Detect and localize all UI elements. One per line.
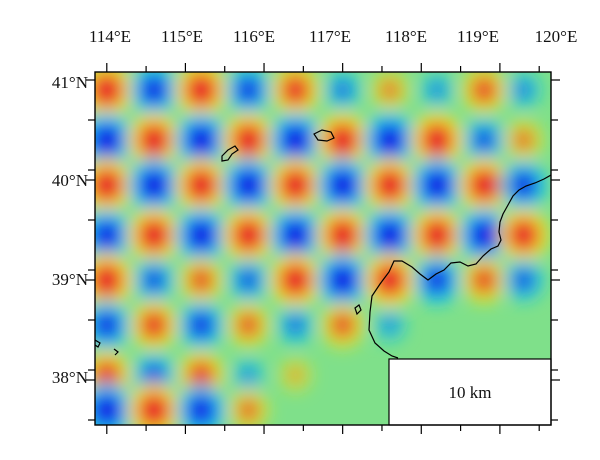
- positive-anomaly: [232, 123, 265, 157]
- negative-anomaly: [515, 80, 532, 100]
- scale-box: 10 km: [388, 358, 552, 426]
- negative-anomaly: [373, 123, 406, 157]
- negative-anomaly: [142, 267, 166, 293]
- lat-tick-label-2: 39°N: [52, 270, 88, 289]
- negative-anomaly: [95, 310, 121, 340]
- lon-tick-label-0: 114°E: [89, 27, 131, 46]
- positive-anomaly: [513, 129, 534, 151]
- island-jiaozhou: [354, 304, 362, 316]
- negative-anomaly: [429, 81, 445, 99]
- top-axis-labels: 114°E 115°E 116°E 117°E 118°E 119°E 120°…: [89, 27, 577, 46]
- positive-anomaly: [95, 360, 121, 390]
- negative-anomaly: [421, 168, 453, 202]
- negative-anomaly: [185, 218, 218, 252]
- positive-anomaly: [288, 367, 303, 383]
- positive-anomaly: [232, 218, 265, 252]
- negative-anomaly: [95, 219, 122, 251]
- negative-anomaly: [326, 263, 359, 297]
- positive-anomaly: [95, 168, 123, 202]
- left-axis-labels: 41°N 40°N 39°N 38°N: [52, 73, 88, 387]
- lon-tick-label-5: 119°E: [457, 27, 499, 46]
- positive-anomaly: [279, 168, 312, 202]
- map-frame: [94, 71, 552, 426]
- positive-anomaly: [95, 263, 123, 297]
- positive-anomaly: [188, 266, 214, 294]
- negative-anomaly: [279, 123, 312, 157]
- positive-anomaly: [236, 312, 260, 338]
- negative-anomaly: [468, 218, 501, 252]
- lon-tick-label-3: 117°E: [309, 27, 351, 46]
- scale-label: 10 km: [449, 383, 492, 402]
- negative-anomaly: [232, 168, 265, 202]
- positive-anomaly: [281, 74, 310, 106]
- positive-anomaly: [468, 168, 501, 202]
- positive-anomaly: [373, 168, 406, 202]
- negative-anomaly: [373, 218, 406, 252]
- river-outline-west: [221, 145, 239, 162]
- lon-tick-label-1: 115°E: [161, 27, 203, 46]
- positive-anomaly: [137, 218, 170, 252]
- frame-ticks: [86, 63, 560, 434]
- negative-anomaly: [185, 123, 218, 157]
- coast-fragment-left-2: [113, 348, 119, 356]
- negative-anomaly: [137, 168, 170, 202]
- negative-anomaly: [95, 393, 123, 425]
- negative-anomaly: [512, 267, 535, 293]
- negative-anomaly: [472, 127, 496, 153]
- negative-anomaly: [241, 366, 256, 384]
- positive-anomaly: [140, 310, 168, 340]
- lon-tick-label-6: 120°E: [535, 27, 578, 46]
- anomaly-blobs: [95, 72, 549, 425]
- positive-anomaly: [95, 73, 123, 107]
- negative-anomaly: [333, 79, 353, 101]
- positive-anomaly: [373, 263, 406, 297]
- positive-anomaly: [279, 263, 312, 297]
- positive-anomaly: [380, 79, 400, 101]
- negative-anomaly: [186, 394, 217, 425]
- negative-anomaly: [235, 75, 262, 105]
- negative-anomaly: [279, 218, 312, 252]
- negative-anomaly: [142, 362, 166, 388]
- positive-anomaly: [185, 73, 218, 107]
- positive-anomaly: [471, 76, 497, 104]
- positive-anomaly: [137, 393, 170, 425]
- positive-anomaly: [326, 123, 359, 157]
- negative-anomaly: [423, 265, 451, 295]
- coast-fragment-left: [95, 339, 101, 348]
- lake-outline-north: [313, 129, 335, 142]
- lat-tick-label-3: 38°N: [52, 368, 88, 387]
- positive-anomaly: [330, 311, 355, 339]
- coastlines: [95, 129, 551, 359]
- positive-anomaly: [508, 218, 539, 252]
- positive-anomaly: [421, 123, 453, 157]
- lat-tick-label-1: 40°N: [52, 171, 88, 190]
- negative-anomaly: [237, 267, 260, 293]
- positive-anomaly: [237, 398, 259, 422]
- negative-anomaly: [187, 310, 215, 340]
- negative-anomaly: [286, 314, 305, 336]
- positive-anomaly: [137, 123, 170, 157]
- positive-anomaly: [326, 218, 359, 252]
- positive-anomaly: [421, 218, 453, 252]
- negative-anomaly: [382, 316, 398, 334]
- negative-anomaly: [95, 123, 123, 157]
- lat-tick-label-0: 41°N: [52, 73, 88, 92]
- lon-tick-label-4: 118°E: [385, 27, 427, 46]
- negative-anomaly: [139, 74, 169, 106]
- negative-anomaly: [326, 168, 359, 202]
- positive-anomaly: [471, 266, 497, 294]
- coastline-bohai: [368, 174, 551, 359]
- positive-anomaly: [185, 168, 218, 202]
- positive-anomaly: [187, 360, 215, 390]
- lon-tick-label-2: 116°E: [233, 27, 275, 46]
